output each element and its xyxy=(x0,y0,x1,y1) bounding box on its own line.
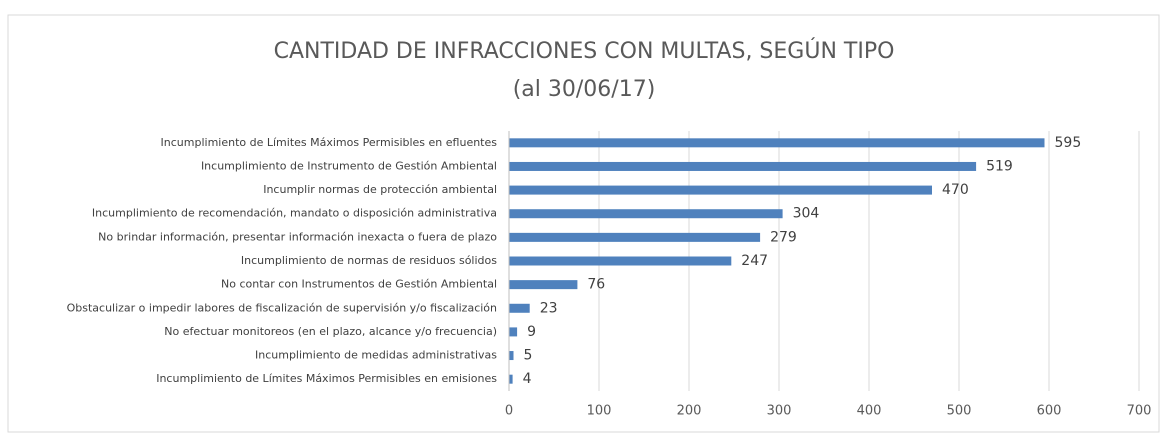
bar xyxy=(509,327,518,337)
data-label: 304 xyxy=(793,206,820,222)
data-label: 4 xyxy=(523,371,532,387)
y-tick-label: No efectuar monitoreos (en el plazo, alc… xyxy=(164,325,497,338)
data-label: 519 xyxy=(986,158,1013,174)
data-label: 595 xyxy=(1055,135,1082,151)
bar xyxy=(509,256,732,266)
bar xyxy=(509,161,977,171)
y-tick-label: Incumplimiento de medidas administrativa… xyxy=(255,349,497,362)
bar xyxy=(509,185,932,195)
bar xyxy=(509,209,783,219)
bar xyxy=(509,374,513,384)
bar xyxy=(509,138,1045,148)
chart-title: CANTIDAD DE INFRACCIONES CON MULTAS, SEG… xyxy=(274,38,895,64)
bar xyxy=(509,280,578,290)
data-label: 23 xyxy=(540,300,558,316)
bar xyxy=(509,232,761,242)
bar xyxy=(509,351,514,361)
x-tick-label: 0 xyxy=(505,404,513,419)
chart-border xyxy=(7,14,1160,433)
data-label: 470 xyxy=(942,182,969,198)
x-tick-label: 700 xyxy=(1127,404,1152,419)
y-tick-label: Incumplimiento de normas de residuos sól… xyxy=(241,254,497,267)
y-tick-label: Incumplimiento de Límites Máximos Permis… xyxy=(161,136,498,149)
y-tick-label: Incumplimiento de Instrumento de Gestión… xyxy=(201,159,497,172)
x-tick-label: 300 xyxy=(767,404,792,419)
x-tick-label: 500 xyxy=(947,404,972,419)
data-label: 247 xyxy=(741,253,768,269)
x-tick-label: 100 xyxy=(587,404,612,419)
x-tick-label: 600 xyxy=(1037,404,1062,419)
y-tick-label: No brindar información, presentar inform… xyxy=(98,230,497,243)
y-tick-label: Incumplimiento de recomendación, mandato… xyxy=(92,207,497,220)
data-label: 76 xyxy=(587,277,605,293)
x-tick-label: 400 xyxy=(857,404,882,419)
data-label: 9 xyxy=(527,324,536,340)
chart-subtitle: (al 30/06/17) xyxy=(513,77,656,102)
bar xyxy=(509,303,530,313)
x-tick-label: 200 xyxy=(677,404,702,419)
y-tick-label: Incumplir normas de protección ambiental xyxy=(263,183,497,196)
data-label: 279 xyxy=(770,229,797,245)
y-tick-label: Obstaculizar o impedir labores de fiscal… xyxy=(67,301,497,314)
y-tick-label: No contar con Instrumentos de Gestión Am… xyxy=(221,278,497,291)
data-label: 5 xyxy=(524,348,533,364)
y-tick-label: Incumplimiento de Límites Máximos Permis… xyxy=(156,372,497,385)
